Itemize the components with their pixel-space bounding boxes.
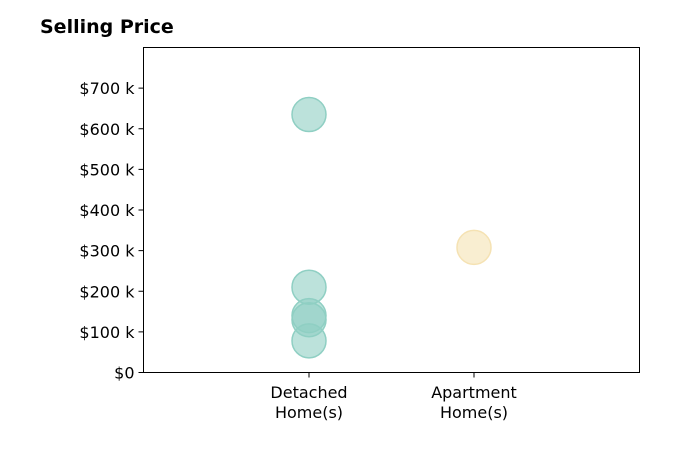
- y-tick-label: $0: [114, 364, 134, 383]
- y-axis: $0 $100 k $200 k $300 k $400 k $500 k $600 k $7…: [79, 79, 144, 383]
- y-tick-label: $700 k: [79, 79, 135, 98]
- y-tick-label: $400 k: [79, 201, 135, 220]
- y-tick-label: $300 k: [79, 242, 135, 261]
- chart-title: Selling Price: [40, 16, 174, 38]
- data-point: [456, 229, 492, 266]
- x-tick-label: Apartment Home(s): [431, 383, 517, 422]
- y-tick-label: $600 k: [79, 120, 135, 139]
- y-tick-label: $500 k: [79, 160, 135, 179]
- y-tick-label: $100 k: [79, 323, 135, 342]
- y-tick-label: $200 k: [79, 282, 135, 301]
- data-point: [291, 323, 327, 359]
- x-axis: Detached Home(s) Apartment Home(s): [270, 372, 517, 422]
- plot-frame: [143, 47, 640, 373]
- data-points: [291, 96, 492, 359]
- data-point: [291, 96, 327, 133]
- x-tick-label: Detached Home(s): [270, 383, 347, 422]
